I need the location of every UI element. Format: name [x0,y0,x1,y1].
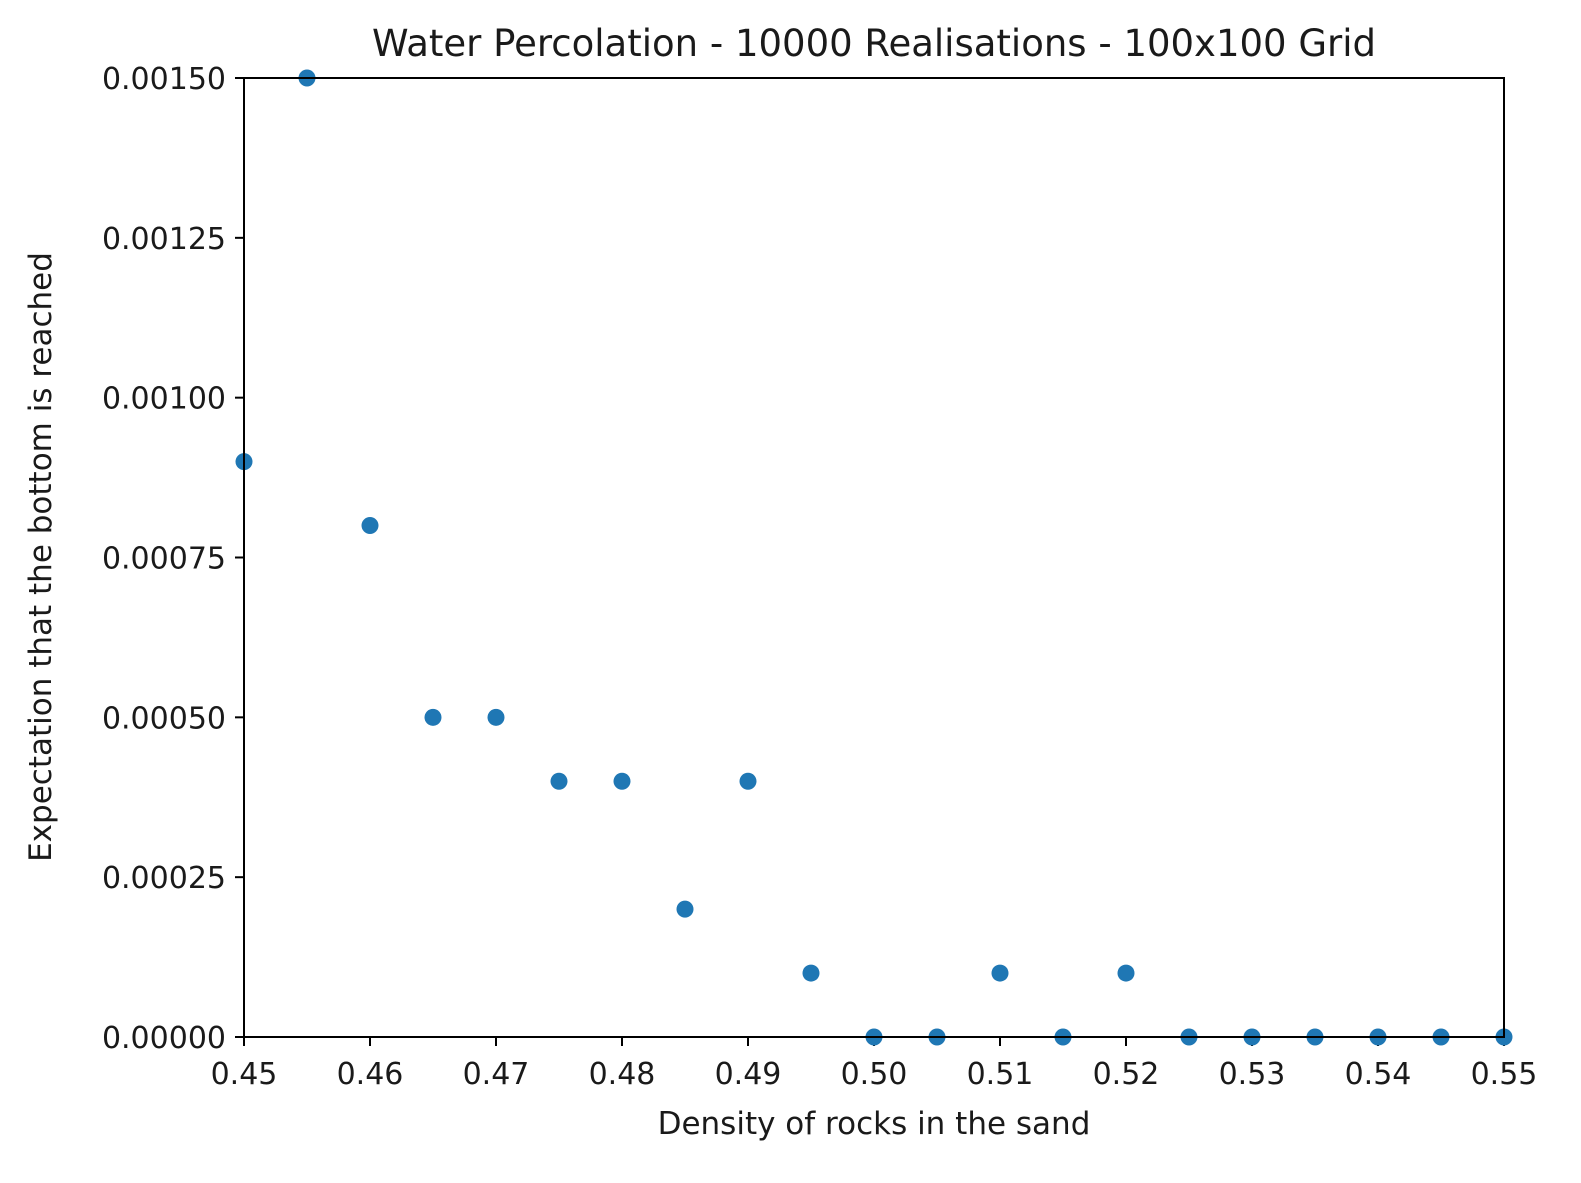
x-tick-label: 0.45 [211,1057,278,1092]
data-point [424,708,442,726]
chart-title: Water Percolation - 10000 Realisations -… [372,22,1376,65]
y-axis-title: Expectation that the bottom is reached [23,252,59,862]
x-tick-label: 0.52 [1093,1057,1160,1092]
y-tick-label: 0.00050 [102,701,226,736]
x-tick-label: 0.51 [967,1057,1034,1092]
y-tick-label: 0.00125 [102,222,226,257]
x-tick-label: 0.55 [1471,1057,1538,1092]
data-point [676,900,694,918]
x-tick-label: 0.46 [337,1057,404,1092]
y-tick-label: 0.00075 [102,542,226,577]
data-point [550,772,568,790]
y-tick-label: 0.00000 [102,1021,226,1056]
data-point [361,517,379,535]
x-tick-label: 0.48 [589,1057,656,1092]
y-tick-label: 0.00150 [102,62,226,97]
data-point [613,772,631,790]
data-point [802,964,820,982]
data-point [739,772,757,790]
x-tick-label: 0.54 [1345,1057,1412,1092]
x-axis-ticks: 0.45 0.46 0.47 0.48 0.49 0.50 0.51 0.52 0.53 0.54… [211,1037,1538,1092]
y-axis-ticks: 0.00000 0.00025 0.00050 0.00075 0.00100 0.001… [102,62,244,1056]
x-tick-label: 0.47 [463,1057,530,1092]
data-point [1117,964,1135,982]
data-points [235,69,1513,1046]
x-axis-title: Density of rocks in the sand [658,1106,1091,1142]
data-point [991,964,1009,982]
x-tick-label: 0.50 [841,1057,908,1092]
x-tick-label: 0.53 [1219,1057,1286,1092]
y-tick-label: 0.00100 [102,382,226,417]
y-tick-label: 0.00025 [102,861,226,896]
plot-frame [243,77,1505,1038]
data-point [487,708,505,726]
x-tick-label: 0.49 [715,1057,782,1092]
